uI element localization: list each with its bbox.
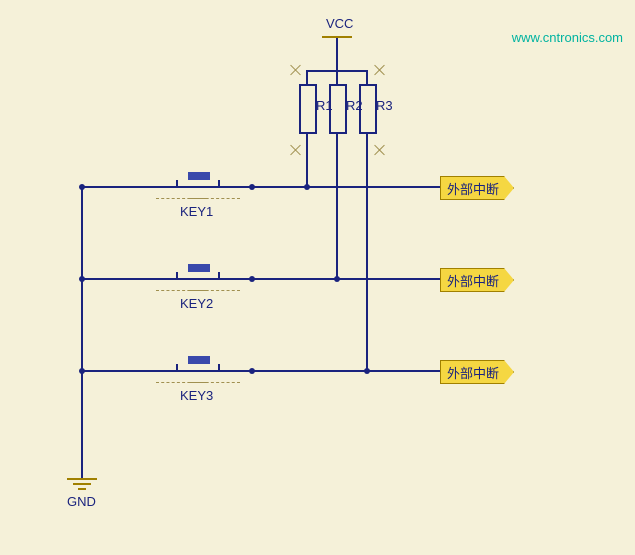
node-row1-r1 — [304, 184, 310, 190]
output-tag-2-label: 外部中断 — [447, 271, 499, 290]
r2-bot-leg — [336, 132, 338, 278]
key1-label: KEY1 — [180, 204, 213, 219]
node-row2-sw — [249, 276, 255, 282]
output-tag-3-label: 外部中断 — [447, 363, 499, 382]
resistor-r3 — [359, 84, 377, 134]
r2-top-leg — [336, 70, 338, 84]
nc-bot-right — [375, 145, 385, 155]
key1-body-wire — [150, 186, 246, 188]
node-row3-sw — [249, 368, 255, 374]
node-row1-sw — [249, 184, 255, 190]
key3-label: KEY3 — [180, 388, 213, 403]
r3-bot-leg — [366, 132, 368, 370]
row3-wire-right — [246, 370, 440, 372]
output-tag-2: 外部中断 — [440, 268, 514, 292]
row2-wire-right — [246, 278, 440, 280]
row3-wire-left — [82, 370, 150, 372]
key3-hatch2 — [190, 382, 240, 384]
nc-top-left — [291, 65, 301, 75]
key2-label: KEY2 — [180, 296, 213, 311]
key3-body-wire — [150, 370, 246, 372]
output-tag-1: 外部中断 — [440, 176, 514, 200]
key2-hatch2 — [190, 290, 240, 292]
row1-wire-left — [82, 186, 150, 188]
watermark-text: www.cntronics.com — [512, 30, 623, 45]
row1-wire-right — [246, 186, 440, 188]
gnd-label: GND — [67, 494, 96, 509]
key3-button — [188, 356, 210, 364]
nc-top-right — [375, 65, 385, 75]
row2-wire-left — [82, 278, 150, 280]
left-bus — [81, 186, 83, 478]
resistor-r1 — [299, 84, 317, 134]
r1-top-leg — [306, 70, 308, 84]
key1-hatch2 — [190, 198, 240, 200]
schematic-canvas: www.cntronics.com VCC R1 R2 R3 KEY1 外部中断… — [0, 0, 635, 555]
node-row2-r2 — [334, 276, 340, 282]
key1-button — [188, 172, 210, 180]
r1-bot-leg — [306, 132, 308, 186]
node-row3-r3 — [364, 368, 370, 374]
output-tag-1-label: 外部中断 — [447, 179, 499, 198]
nc-bot-left — [291, 145, 301, 155]
resistor-r2 — [329, 84, 347, 134]
r3-top-leg — [366, 70, 368, 84]
vcc-label: VCC — [326, 16, 353, 31]
key2-body-wire — [150, 278, 246, 280]
r3-label: R3 — [376, 98, 393, 113]
key2-button — [188, 264, 210, 272]
output-tag-3: 外部中断 — [440, 360, 514, 384]
vcc-stub — [336, 38, 338, 70]
